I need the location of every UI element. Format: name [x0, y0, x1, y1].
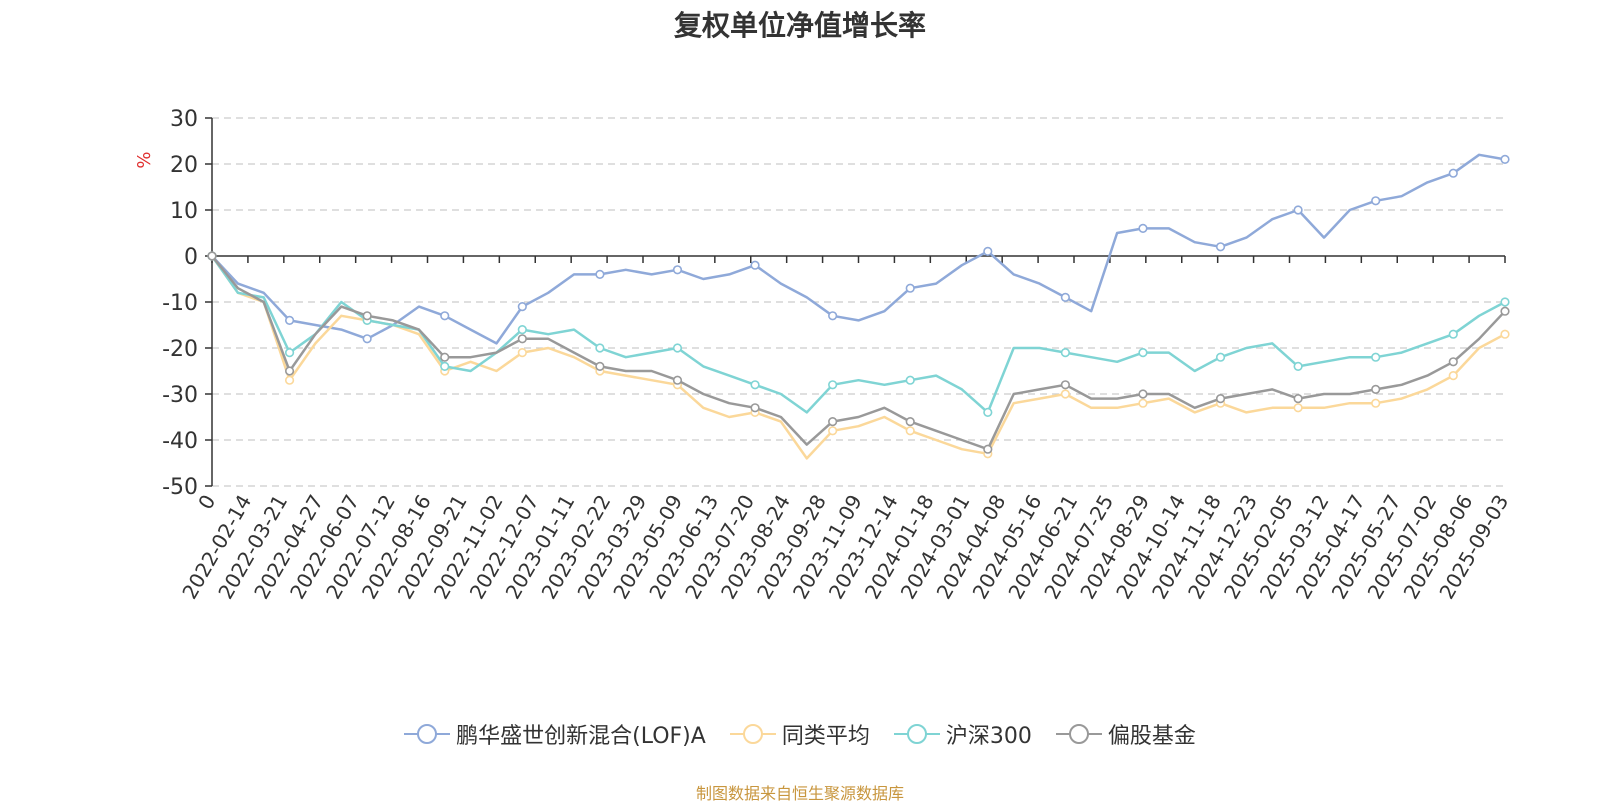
legend-label: 沪深300 [945, 724, 1032, 749]
legend-item-0[interactable]: 鹏华盛世创新混合(LOF)A [404, 718, 706, 750]
axes: 3020100-10-20-30-40-5002022-02-142022-03… [162, 107, 1513, 603]
series-3-point-50 [1500, 306, 1510, 316]
series-3-point-18 [672, 375, 683, 385]
series-2-point-24 [828, 380, 838, 390]
series-3-point-3 [284, 366, 295, 376]
y-axis-unit-label: % [134, 151, 155, 168]
legend-label: 同类平均 [781, 724, 870, 749]
series-3-point-39 [1215, 394, 1226, 404]
series-3-point-24 [828, 417, 838, 427]
series-1-point-3 [284, 375, 295, 385]
data-source-note: 制图数据来自恒生聚源数据库 [695, 784, 904, 803]
series-3-point-27 [905, 417, 915, 427]
legend-label: 鹏华盛世创新混合(LOF)A [456, 724, 706, 749]
series-0-point-27 [905, 283, 915, 293]
y-tick-label-5: -20 [162, 337, 198, 362]
series-2-point-50 [1500, 297, 1510, 307]
y-tick-label-4: -10 [162, 291, 198, 316]
series-0-point-45 [1371, 196, 1381, 206]
series-2-point-48 [1448, 329, 1458, 339]
series-0-point-15 [595, 269, 605, 280]
series-0-point-33 [1060, 292, 1070, 303]
y-tick-label-8: -50 [162, 475, 198, 500]
series-1-point-12 [517, 348, 527, 358]
series-2-point-42 [1293, 361, 1303, 372]
series-line-3 [211, 255, 1506, 451]
y-tick-label-6: -30 [162, 383, 198, 408]
series-2-point-33 [1060, 348, 1070, 358]
legend-item-3[interactable]: 偏股基金 [1055, 718, 1196, 750]
series-3-point-36 [1138, 389, 1148, 399]
series-0-point-18 [672, 265, 683, 275]
legend: 鹏华盛世创新混合(LOF)A 同类平均 沪深300 偏股基金 [0, 718, 1600, 750]
series-0-point-21 [750, 260, 760, 270]
series-lines [207, 153, 1510, 460]
y-tick-label-7: -40 [162, 429, 198, 454]
series-3-point-45 [1371, 384, 1381, 395]
series-1-point-24 [828, 426, 838, 436]
series-0-point-12 [517, 302, 527, 312]
chart-title: 复权单位净值增长率 [673, 9, 926, 42]
series-1-point-48 [1448, 371, 1458, 381]
series-2-point-21 [750, 380, 760, 390]
series-line-2 [210, 255, 1506, 414]
series-2-point-27 [905, 375, 915, 385]
series-0-point-42 [1293, 205, 1303, 215]
series-1-point-27 [905, 426, 915, 436]
series-0-point-24 [828, 311, 838, 321]
series-2-point-12 [517, 325, 527, 335]
series-2-point-15 [595, 343, 605, 353]
legend-swatch-icon [729, 724, 776, 744]
series-0-point-30 [983, 246, 993, 256]
series-1-point-42 [1293, 403, 1303, 413]
y-tick-label-0: 30 [170, 107, 198, 132]
series-0-point-48 [1448, 168, 1458, 178]
legend-item-1[interactable]: 同类平均 [729, 718, 870, 750]
series-2-point-45 [1371, 352, 1381, 362]
series-1-point-45 [1371, 398, 1381, 408]
series-3-point-15 [595, 361, 605, 372]
series-0-point-9 [440, 311, 450, 321]
series-2-point-18 [672, 343, 683, 353]
series-3-point-9 [440, 352, 450, 362]
series-1-point-33 [1060, 389, 1070, 399]
series-1-point-50 [1500, 329, 1510, 339]
series-3-point-42 [1293, 394, 1303, 404]
series-line-0 [211, 153, 1506, 345]
y-tick-label-2: 10 [170, 199, 198, 224]
series-3-point-21 [750, 403, 760, 413]
series-3-point-0 [207, 251, 217, 261]
legend-item-2[interactable]: 沪深300 [893, 718, 1032, 750]
y-tick-label-1: 20 [170, 153, 198, 178]
series-3-point-6 [362, 311, 372, 321]
series-3-point-48 [1448, 357, 1458, 367]
legend-swatch-icon [893, 724, 940, 744]
grid-lines [212, 117, 1505, 487]
series-2-point-9 [440, 361, 450, 372]
legend-swatch-icon [404, 724, 451, 744]
x-tick-label-0: 0 [193, 491, 220, 514]
series-2-point-30 [983, 407, 993, 418]
series-0-point-36 [1138, 223, 1148, 233]
legend-swatch-icon [1055, 724, 1102, 744]
series-0-point-50 [1500, 154, 1510, 164]
series-2-point-36 [1138, 348, 1148, 358]
series-2-point-3 [284, 348, 295, 358]
series-3-point-30 [983, 444, 993, 454]
series-3-point-12 [517, 334, 527, 344]
y-tick-label-3: 0 [184, 245, 198, 270]
series-1-point-36 [1138, 398, 1148, 408]
series-0-point-3 [284, 315, 295, 326]
series-3-point-33 [1060, 380, 1070, 390]
series-0-point-39 [1215, 242, 1226, 252]
series-2-point-39 [1215, 352, 1226, 362]
series-line-1 [210, 255, 1506, 460]
series-0-point-6 [362, 334, 372, 344]
legend-label: 偏股基金 [1107, 724, 1196, 749]
